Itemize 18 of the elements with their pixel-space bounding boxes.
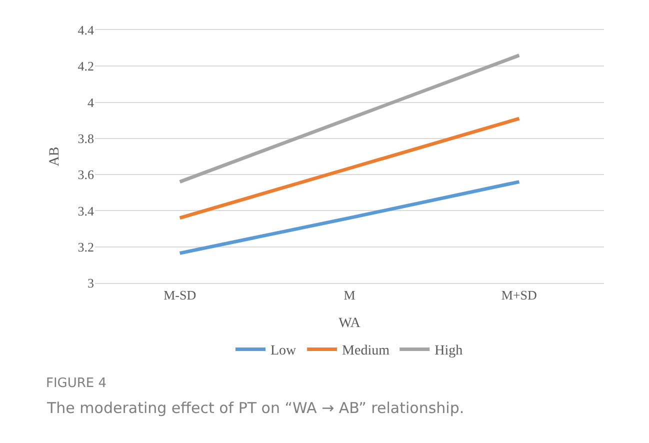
y-tick-label: 4.2: [78, 58, 94, 74]
y-tick-label: 4: [88, 94, 94, 110]
text: The moderating effect of PT on “WA → AB” relationship.: [46, 399, 464, 417]
y-tick-label: 3.4: [78, 203, 94, 218]
legend-label: Medium: [342, 344, 390, 359]
y-axis-title: AB: [47, 146, 62, 166]
x-axis-title: WA: [338, 316, 362, 331]
y-tick-label: 4.4: [78, 22, 94, 38]
y-tick-label: 3: [88, 276, 94, 291]
legend-label: High: [434, 344, 463, 359]
y-tick-label: 3.6: [78, 167, 94, 182]
y-tick-label: 3.8: [78, 130, 94, 146]
x-tick-label: M-SD: [164, 288, 196, 303]
x-tick-label: M+SD: [501, 288, 537, 303]
legend-label: Low: [270, 344, 298, 359]
text: FIGURE 4: [46, 376, 107, 391]
x-tick-label: M: [344, 288, 356, 303]
y-tick-label: 3.2: [78, 239, 94, 254]
